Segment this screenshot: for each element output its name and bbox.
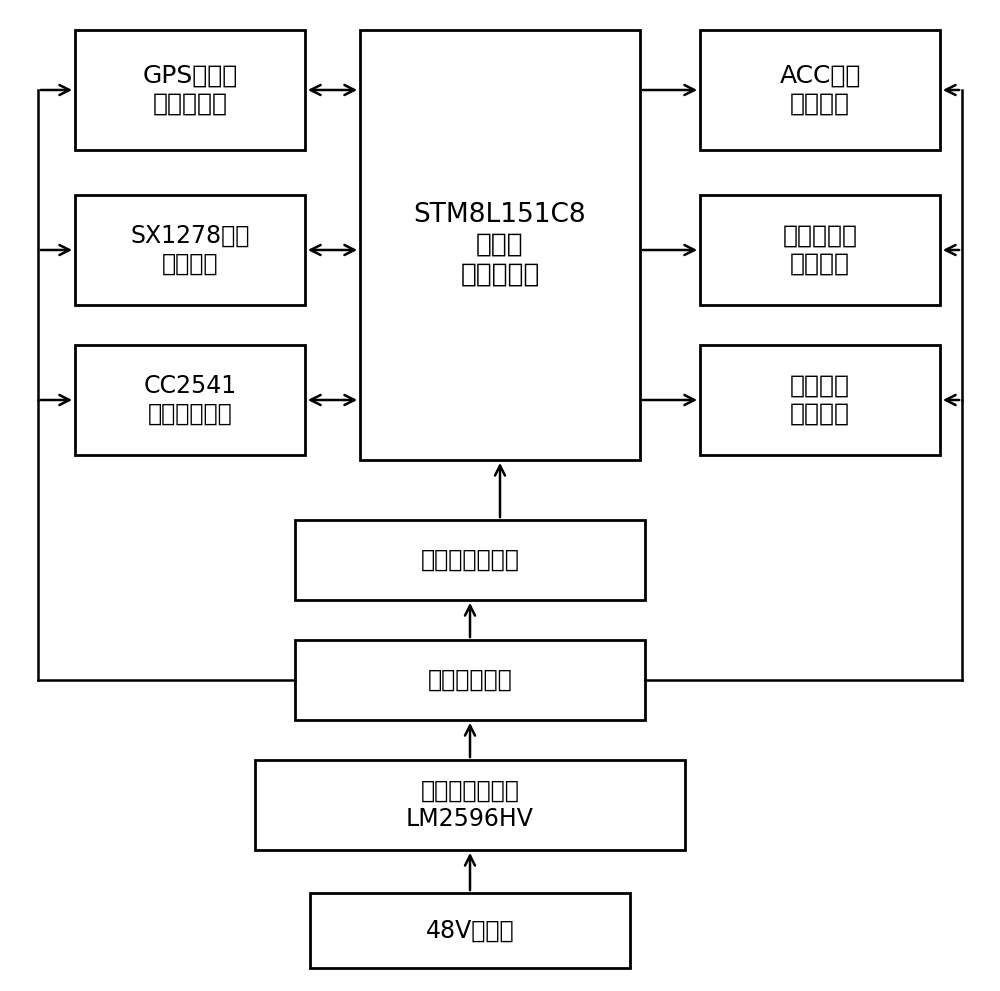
Text: CC2541
蓝牙通信电路: CC2541 蓝牙通信电路 xyxy=(143,374,237,426)
Text: 报警喇叭
控制电路: 报警喇叭 控制电路 xyxy=(790,374,850,426)
Bar xyxy=(700,345,940,455)
Text: 48V锂电池: 48V锂电池 xyxy=(426,919,514,942)
Bar xyxy=(255,760,685,850)
Bar xyxy=(360,30,640,460)
Bar xyxy=(700,30,940,150)
Bar xyxy=(700,195,940,305)
Bar xyxy=(75,345,305,455)
Text: SX1278射频
功放电路: SX1278射频 功放电路 xyxy=(130,224,250,275)
Bar xyxy=(75,30,305,150)
Text: 切断继电器
控制电路: 切断继电器 控制电路 xyxy=(782,224,858,275)
Text: ACC点火
检测电路: ACC点火 检测电路 xyxy=(779,64,861,116)
Text: STM8L151C8
低功耗
处理器模块: STM8L151C8 低功耗 处理器模块 xyxy=(414,202,586,288)
Bar xyxy=(75,195,305,305)
Text: 振动开关电路: 振动开关电路 xyxy=(428,668,512,692)
Bar xyxy=(295,640,645,720)
Text: GPS北斗双
星定位电路: GPS北斗双 星定位电路 xyxy=(142,64,238,116)
Bar xyxy=(295,520,645,600)
Text: 低电压变换电路: 低电压变换电路 xyxy=(421,548,519,572)
Text: 高电压变换电路
LM2596HV: 高电压变换电路 LM2596HV xyxy=(406,779,534,830)
Bar xyxy=(310,893,630,968)
